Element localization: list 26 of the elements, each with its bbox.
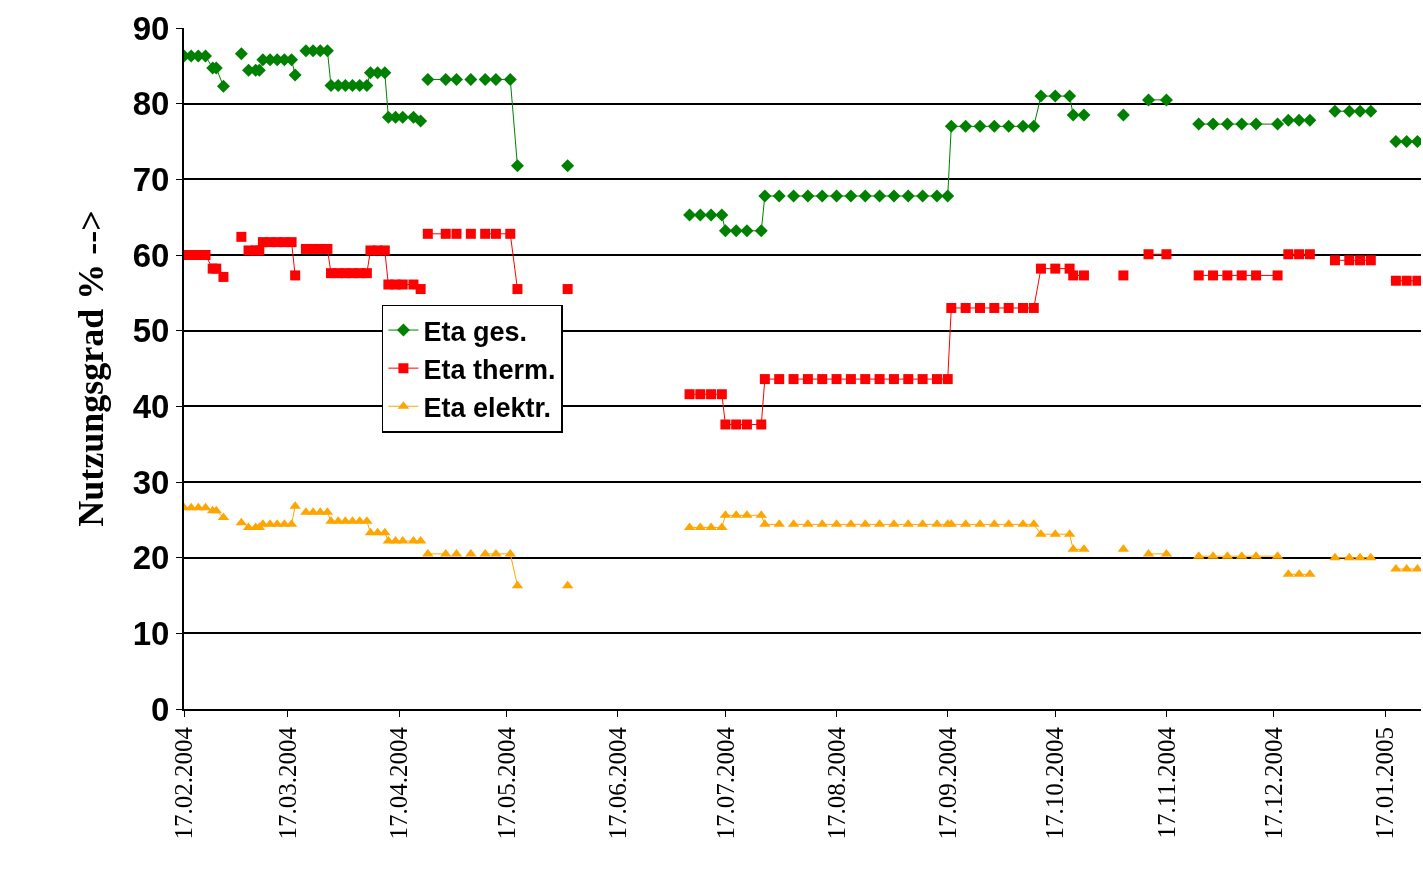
legend-label: Eta ges. bbox=[423, 316, 527, 347]
x-tick-label: 17.01.2005 bbox=[1371, 727, 1399, 840]
x-tick-label: 17.11.2004 bbox=[1152, 726, 1180, 839]
x-tick-label: 17.02.2004 bbox=[170, 726, 198, 840]
x-tick-label: 17.06.2004 bbox=[603, 726, 631, 840]
y-tick-label: 60 bbox=[132, 236, 170, 274]
x-tick-label: 17.12.2004 bbox=[1260, 726, 1288, 840]
x-tick-label: 17.10.2004 bbox=[1041, 726, 1069, 840]
x-tick-label: 17.04.2004 bbox=[385, 726, 413, 840]
x-tick-label: 17.07.2004 bbox=[711, 726, 739, 840]
y-tick-label: 0 bbox=[151, 690, 170, 728]
legend-label: Eta therm. bbox=[423, 354, 556, 385]
y-tick-label: 30 bbox=[132, 463, 170, 501]
y-tick-label: 80 bbox=[132, 85, 170, 123]
y-tick-label: 10 bbox=[132, 614, 170, 652]
x-tick-label: 17.05.2004 bbox=[492, 726, 520, 840]
x-tick-label: 17.03.2004 bbox=[274, 726, 302, 840]
y-tick-label: 20 bbox=[132, 539, 170, 577]
y-tick-label: 70 bbox=[132, 160, 170, 198]
x-tick-label: 17.08.2004 bbox=[822, 726, 850, 840]
legend-label: Eta elektr. bbox=[423, 392, 551, 423]
x-tick-label: 17.09.2004 bbox=[933, 726, 961, 840]
y-tick-label: 50 bbox=[132, 312, 170, 350]
y-axis-title: Nutzungsgrad % --> bbox=[71, 210, 112, 527]
y-tick-label: 40 bbox=[132, 387, 170, 425]
y-tick-label: 90 bbox=[132, 9, 170, 47]
